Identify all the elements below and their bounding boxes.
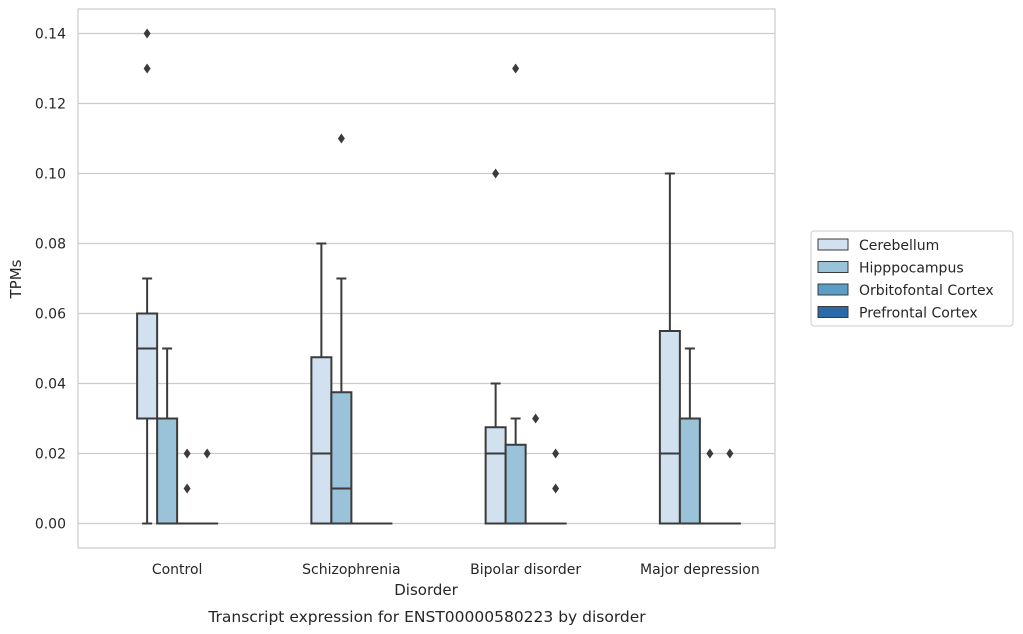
outlier-point bbox=[532, 413, 540, 424]
legend-frame bbox=[810, 230, 1014, 327]
box-0-1 bbox=[156, 347, 179, 525]
y-tick-label: 0.02 bbox=[35, 447, 66, 463]
chart-caption: Transcript expression for ENST0000058022… bbox=[207, 608, 646, 626]
box-body bbox=[678, 417, 701, 525]
x-tick-label: Bipolar disorder bbox=[470, 562, 581, 578]
outlier-point bbox=[706, 448, 714, 459]
box-2-0 bbox=[484, 168, 507, 525]
x-tick-labels: Control Schizophrenia Bipolar disorder Majo… bbox=[152, 562, 760, 578]
y-tick-label: 0.12 bbox=[35, 97, 66, 113]
legend-swatch bbox=[817, 261, 849, 273]
box-0-2 bbox=[176, 448, 199, 525]
outlier-point bbox=[726, 448, 734, 459]
y-tick-labels: 0.00 0.02 0.04 0.06 0.08 0.10 0.12 0.14 bbox=[35, 27, 66, 533]
legend-label: Prefrontal Cortex bbox=[859, 306, 978, 322]
box-1-0 bbox=[310, 242, 333, 525]
legend-label: Cerebellum bbox=[859, 238, 939, 254]
box-2-1 bbox=[504, 63, 527, 525]
outlier-point bbox=[552, 483, 560, 494]
y-tick-label: 0.14 bbox=[35, 27, 66, 43]
legend: Cerebellum Hipppocampus Orbitofontal Corte… bbox=[810, 230, 1014, 327]
outlier-point bbox=[492, 168, 500, 179]
outlier-point bbox=[183, 448, 191, 459]
legend-swatch bbox=[817, 306, 849, 318]
x-axis-title: Disorder bbox=[394, 581, 458, 599]
y-tick-label: 0.06 bbox=[35, 307, 66, 323]
plot-area-frame bbox=[77, 8, 776, 549]
box-body bbox=[156, 417, 179, 525]
outlier-point bbox=[552, 448, 560, 459]
box-0-3 bbox=[196, 448, 219, 525]
x-tick-label: Schizophrenia bbox=[302, 562, 400, 578]
box-1-1 bbox=[330, 133, 353, 525]
box-body bbox=[310, 356, 333, 525]
box-3-1 bbox=[678, 347, 701, 525]
box-3-3 bbox=[718, 448, 741, 525]
box-body bbox=[658, 330, 681, 525]
box-groups bbox=[136, 28, 741, 525]
y-tick-label: 0.08 bbox=[35, 237, 66, 253]
box-body bbox=[330, 391, 353, 525]
box-body bbox=[504, 443, 527, 525]
box-3-2 bbox=[698, 448, 721, 525]
box-3-0 bbox=[658, 172, 681, 525]
x-tick-label: Control bbox=[152, 562, 203, 578]
box-0-0 bbox=[136, 28, 159, 525]
outlier-point bbox=[143, 28, 151, 39]
outlier-point bbox=[143, 63, 151, 74]
y-tick-label: 0.10 bbox=[35, 167, 66, 183]
outlier-point bbox=[337, 133, 345, 144]
legend-swatch bbox=[817, 283, 849, 296]
legend-label: Orbitofontal Cortex bbox=[859, 283, 994, 299]
y-tick-label: 0.04 bbox=[35, 377, 66, 393]
x-tick-label: Major depression bbox=[640, 562, 760, 578]
box-body bbox=[484, 426, 507, 525]
legend-label: Hipppocampus bbox=[859, 261, 964, 277]
y-axis-title: TPMs bbox=[7, 259, 25, 299]
y-tick-label: 0.00 bbox=[35, 517, 66, 533]
box-body bbox=[136, 312, 159, 420]
outlier-point bbox=[512, 63, 520, 74]
legend-swatch bbox=[817, 238, 849, 251]
box-2-2 bbox=[524, 413, 547, 525]
outlier-point bbox=[203, 448, 211, 459]
y-gridlines bbox=[78, 32, 775, 525]
outlier-point bbox=[183, 483, 191, 494]
box-2-3 bbox=[544, 448, 567, 525]
